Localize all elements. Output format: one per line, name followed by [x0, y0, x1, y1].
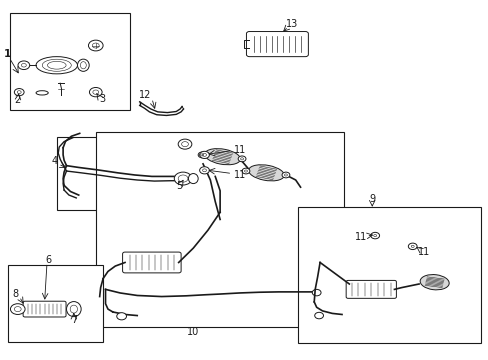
- Circle shape: [198, 152, 205, 158]
- Ellipse shape: [36, 57, 77, 74]
- Circle shape: [14, 89, 24, 96]
- Bar: [96, 132, 344, 327]
- Circle shape: [314, 312, 323, 319]
- Ellipse shape: [77, 59, 89, 71]
- Circle shape: [18, 61, 30, 69]
- Circle shape: [199, 167, 209, 174]
- Text: 5: 5: [176, 181, 182, 192]
- Circle shape: [10, 304, 25, 315]
- Circle shape: [238, 156, 245, 162]
- Text: 11: 11: [355, 232, 367, 242]
- Text: 9: 9: [368, 194, 375, 204]
- Text: 11: 11: [417, 247, 429, 257]
- Text: 4: 4: [51, 156, 57, 166]
- Text: 11: 11: [233, 144, 245, 154]
- Text: 2: 2: [14, 95, 20, 105]
- Bar: [298, 207, 480, 343]
- Circle shape: [407, 243, 416, 249]
- Text: 1: 1: [3, 49, 11, 59]
- FancyBboxPatch shape: [122, 252, 181, 273]
- Text: 12: 12: [139, 90, 151, 100]
- Circle shape: [242, 168, 249, 174]
- Bar: [8, 265, 103, 342]
- Ellipse shape: [204, 149, 240, 165]
- Ellipse shape: [66, 302, 81, 317]
- Circle shape: [282, 172, 289, 178]
- Text: 11: 11: [233, 170, 245, 180]
- Circle shape: [89, 87, 102, 97]
- Text: 8: 8: [12, 289, 19, 299]
- Circle shape: [199, 151, 209, 158]
- Circle shape: [370, 232, 379, 239]
- Circle shape: [88, 40, 103, 51]
- FancyBboxPatch shape: [246, 32, 308, 57]
- Text: 3: 3: [99, 94, 105, 104]
- Ellipse shape: [188, 174, 198, 184]
- Ellipse shape: [419, 275, 448, 290]
- FancyBboxPatch shape: [23, 301, 66, 317]
- Text: 7: 7: [71, 315, 77, 325]
- Circle shape: [174, 172, 191, 185]
- Ellipse shape: [248, 165, 284, 181]
- Circle shape: [312, 289, 321, 296]
- Circle shape: [178, 139, 191, 149]
- Text: 10: 10: [187, 327, 199, 337]
- Text: 13: 13: [285, 19, 298, 29]
- Text: 6: 6: [45, 255, 51, 265]
- Ellipse shape: [36, 91, 48, 95]
- FancyBboxPatch shape: [346, 280, 396, 298]
- Bar: [57, 137, 200, 211]
- Bar: [10, 13, 130, 110]
- Circle shape: [117, 313, 126, 320]
